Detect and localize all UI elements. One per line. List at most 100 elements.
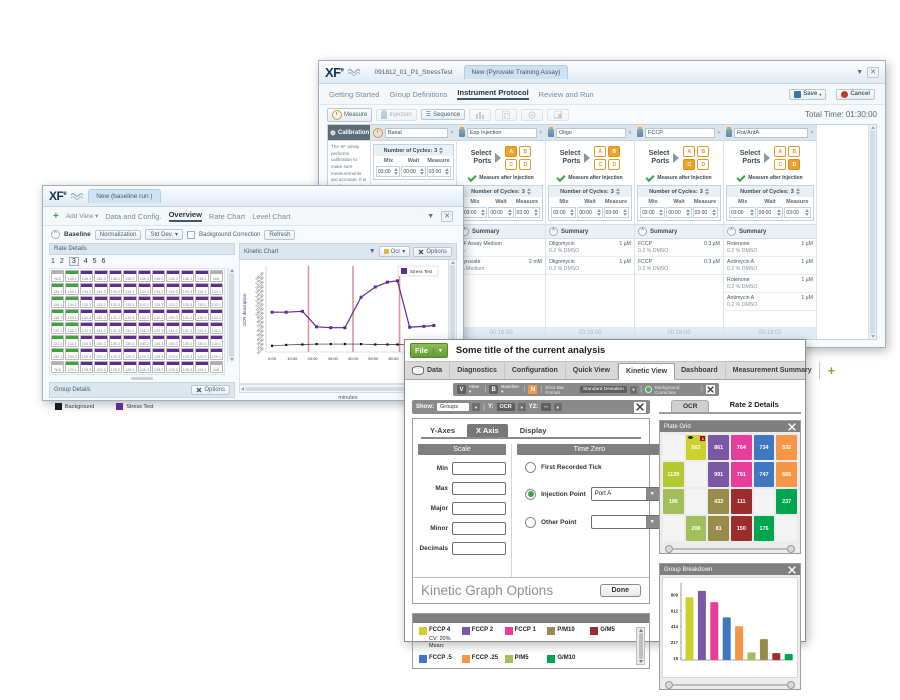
well-cell[interactable]: 130.3	[79, 335, 94, 347]
plate-grid-header[interactable]: Plate Grid	[660, 421, 800, 432]
page-6[interactable]: 6	[101, 258, 106, 265]
well-cell[interactable]: 132.3	[137, 309, 151, 321]
wait-time-field[interactable]: 00:00	[756, 207, 784, 218]
cancel-button[interactable]: Cancel	[836, 88, 875, 100]
well-cell[interactable]: 132.3	[94, 309, 108, 321]
plate-cell[interactable]: 237	[776, 489, 797, 514]
well-cell[interactable]: 129.2	[137, 348, 151, 360]
mix-time-field[interactable]: 03:00	[729, 207, 756, 218]
well-cell[interactable]: 130.1	[51, 348, 65, 360]
collapse-icon[interactable]: ▼	[856, 68, 864, 76]
options-tab-x-axis[interactable]: X Axis	[467, 424, 508, 437]
plate-cell[interactable]: 734	[753, 435, 775, 460]
spinner[interactable]	[704, 188, 709, 195]
well-cell[interactable]: 131.2	[166, 322, 180, 334]
splitter-handle[interactable]	[49, 375, 235, 382]
dropdown-arrow-icon[interactable]: ▼	[629, 385, 638, 394]
well-cell[interactable]: 136.3	[180, 270, 195, 282]
baseline-icon[interactable]: B	[489, 385, 499, 394]
well-cell[interactable]: 130.3	[123, 335, 137, 347]
legend-item[interactable]: Stress Test	[116, 403, 153, 410]
page-2[interactable]: 2	[59, 258, 64, 265]
stddev-dropdown[interactable]: Std Dev. ▾	[145, 229, 184, 240]
point-dropdown[interactable]: ▼	[590, 515, 660, 529]
plate-cell[interactable]: 861	[708, 435, 729, 460]
well-cell[interactable]: 134.2	[195, 283, 209, 295]
well-cell[interactable]: 134.3	[123, 283, 137, 295]
major-input[interactable]	[452, 502, 506, 515]
plate-cell[interactable]	[685, 489, 707, 514]
legend-item[interactable]: G/M10	[547, 654, 590, 665]
baseline-label[interactable]: Baseline ▾	[501, 384, 519, 394]
well-cell[interactable]: 132.1	[209, 309, 223, 321]
plate-cell[interactable]	[776, 516, 797, 541]
well-cell[interactable]: 132.3	[195, 309, 209, 321]
well-cell[interactable]: 134.2	[65, 296, 79, 308]
tab-instrument-protocol[interactable]: Instrument Protocol	[457, 88, 529, 100]
cycles-value[interactable]: 3	[790, 188, 794, 195]
sequence-button[interactable]: ☰ Sequence	[420, 109, 466, 120]
well-cell[interactable]: 131.2	[195, 322, 209, 334]
background-correction-checkbox[interactable]	[187, 230, 196, 239]
tab-diagnostics[interactable]: Diagnostics	[450, 362, 505, 379]
tab-kinetic-view[interactable]: Kinetic View	[618, 363, 676, 380]
well-cell[interactable]: N/A	[51, 270, 65, 282]
well-cell[interactable]: 129.3	[180, 348, 195, 360]
dropdown-arrow-icon[interactable]: ▼	[472, 403, 480, 411]
plate-grid-slider[interactable]	[660, 544, 800, 553]
measure-after-injection-check[interactable]: Measure after Injection	[546, 172, 634, 182]
plate-cell[interactable]: 208	[685, 516, 707, 541]
well-cell[interactable]: 132.3	[123, 309, 137, 321]
well-cell[interactable]: 134.3	[180, 283, 195, 295]
well-cell[interactable]: 136.3	[166, 270, 180, 282]
collapse-icon[interactable]: ▼	[427, 212, 435, 220]
normalization-button[interactable]: Normalization	[94, 229, 142, 240]
legend-item[interactable]: FCCP .5	[419, 654, 462, 665]
tab-data[interactable]: Data	[405, 362, 451, 379]
well-cell[interactable]: 136.3	[79, 270, 94, 282]
measure-time-field[interactable]: 03:00	[514, 207, 540, 218]
done-button[interactable]: Done	[599, 584, 641, 597]
well-cell[interactable]: 129.2	[166, 348, 180, 360]
tab-overview[interactable]: Overview	[168, 210, 202, 222]
well-cell[interactable]: 130.1	[209, 335, 223, 347]
well-cell[interactable]: 135.2	[51, 283, 65, 295]
radio-other-point[interactable]	[525, 516, 536, 528]
port-C-button[interactable]: C	[505, 159, 518, 170]
well-cell[interactable]: 132.3	[79, 309, 94, 321]
summary-header[interactable]: ^ Summary	[635, 224, 723, 239]
well-cell[interactable]: 136.1	[195, 270, 209, 282]
minor-input[interactable]	[452, 522, 506, 535]
point-dropdown[interactable]: Port A ▼	[590, 487, 660, 501]
measure-time-field[interactable]: 03:00	[603, 207, 629, 218]
options-tab-display[interactable]: Display	[519, 426, 547, 435]
well-cell[interactable]: 128.3	[166, 361, 180, 373]
plate-cell[interactable]: 81	[708, 516, 729, 541]
tools-icon[interactable]	[788, 422, 796, 431]
grid-vertical-scrollbar[interactable]	[227, 268, 235, 362]
well-cell[interactable]: 136.2	[108, 270, 123, 282]
tab-group-definitions[interactable]: Group Definitions	[389, 89, 448, 99]
add-tab-plus-icon[interactable]: +	[827, 363, 836, 378]
well-cell[interactable]: 130.2	[137, 335, 151, 347]
well-cell[interactable]: 134.3	[79, 283, 94, 295]
well-cell[interactable]: 131.3	[79, 322, 94, 334]
radio-injection-point[interactable]	[525, 488, 536, 500]
plate-tool-icon[interactable]	[495, 108, 518, 121]
dropdown-arrow-icon[interactable]: ▼	[517, 403, 526, 411]
plate-cell[interactable]: 764	[730, 435, 752, 460]
show-groups-dropdown[interactable]: Groups	[437, 403, 469, 411]
close-icon[interactable]: ✕	[867, 66, 879, 78]
well-cell[interactable]: 129.3	[79, 348, 94, 360]
tools-icon[interactable]	[634, 401, 646, 413]
well-cell[interactable]: 131.1	[209, 322, 223, 334]
well-cell[interactable]: 132.3	[166, 309, 180, 321]
group-breakdown-slider[interactable]	[660, 680, 800, 689]
save-button[interactable]: Save ▾	[789, 88, 827, 100]
well-cell[interactable]: 129.3	[108, 348, 123, 360]
close-icon[interactable]: ✕	[449, 129, 454, 136]
page-5[interactable]: 5	[92, 258, 97, 265]
well-cell[interactable]: 129.3	[151, 348, 166, 360]
background-correction-dot-icon[interactable]	[644, 386, 652, 393]
